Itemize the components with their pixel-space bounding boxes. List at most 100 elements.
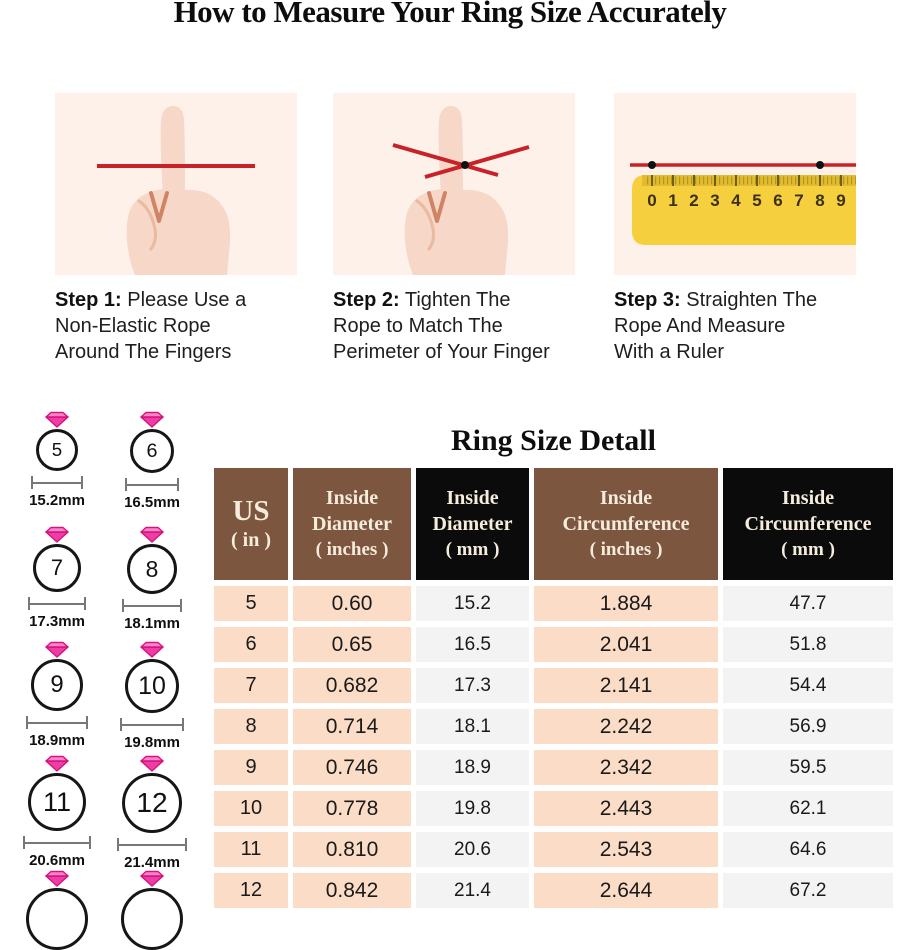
diamond-icon <box>45 870 69 887</box>
table-cell: 17.3 <box>416 668 529 703</box>
ring-diameter-label: 16.5mm <box>124 494 180 511</box>
table-cell: 0.746 <box>293 750 411 785</box>
diameter-bracket <box>28 597 86 610</box>
hand-with-rope-illustration <box>55 93 297 275</box>
ring-diameter-label: 19.8mm <box>124 734 180 751</box>
header-line: US <box>232 495 270 527</box>
hand-with-crossed-rope-illustration <box>333 93 575 275</box>
header-line: Inside <box>446 487 499 509</box>
header-line: ( mm ) <box>445 539 500 560</box>
ring-unit-11: 11 20.6mm <box>12 755 102 869</box>
table-cell: 16.5 <box>416 627 529 662</box>
table-cell: 5 <box>214 586 288 621</box>
table-cell: 19.8 <box>416 791 529 826</box>
crossed-rope-lines <box>392 143 530 179</box>
diameter-bracket <box>31 476 83 489</box>
column-header-circumference-mm: Inside Circumference ( mm ) <box>723 468 893 580</box>
ring-unit-5: 5 15.2mm <box>12 411 102 509</box>
ring-circle: 6 <box>130 429 174 473</box>
table-cell: 0.60 <box>293 586 411 621</box>
caption-text: Around The Fingers <box>55 341 232 363</box>
step3-caption: Step 3: Straighten The Rope And Measure … <box>614 287 882 365</box>
ring-circle <box>121 888 183 950</box>
table-cell: 54.4 <box>723 668 893 703</box>
diamond-icon <box>45 411 69 428</box>
caption-text: Tighten The <box>399 289 511 311</box>
header-line: Diameter <box>312 513 392 535</box>
rope-knot-dot <box>461 161 469 169</box>
table-cell: 0.842 <box>293 873 411 908</box>
svg-text:7: 7 <box>794 191 803 210</box>
ring-size-number: 12 <box>136 787 168 818</box>
measure-end-dot <box>816 161 824 169</box>
ring-diameter-label: 18.9mm <box>29 732 85 749</box>
table-cell: 0.65 <box>293 627 411 662</box>
table-cell: 0.682 <box>293 668 411 703</box>
diameter-bracket <box>125 478 179 491</box>
svg-text:5: 5 <box>752 191 761 210</box>
ring-size-table: US ( in ) Inside Diameter ( inches ) Ins… <box>214 468 893 908</box>
table-cell: 2.242 <box>534 709 718 744</box>
ring-circle: 7 <box>33 544 81 592</box>
caption-text: Rope And Measure <box>614 315 786 337</box>
diameter-bracket <box>117 838 187 851</box>
table-cell: 8 <box>214 709 288 744</box>
step2-caption: Step 2: Tighten The Rope to Match The Pe… <box>333 287 601 365</box>
diamond-icon <box>45 526 69 543</box>
diamond-icon <box>140 526 164 543</box>
table-cell: 2.041 <box>534 627 718 662</box>
table-cell: 10 <box>214 791 288 826</box>
diameter-bracket <box>122 599 182 612</box>
column-header-diameter-mm: Inside Diameter ( mm ) <box>416 468 529 580</box>
header-line: ( inches ) <box>589 539 663 560</box>
ring-diameter-label: 20.6mm <box>29 852 85 869</box>
ring-circle <box>26 888 88 950</box>
ruler-illustration: 0 1 2 3 4 5 6 7 8 9 <box>614 93 856 275</box>
step3-label: Step 3: <box>614 289 681 311</box>
hand-icon <box>126 106 231 275</box>
table-cell: 12 <box>214 873 288 908</box>
svg-text:3: 3 <box>710 191 719 210</box>
diameter-bracket <box>23 836 91 849</box>
ring-size-number: 6 <box>146 439 158 462</box>
svg-text:6: 6 <box>773 191 782 210</box>
caption-text: Perimeter of Your Finger <box>333 341 550 363</box>
table-cell: 2.443 <box>534 791 718 826</box>
ring-diameter-label: 17.3mm <box>29 613 85 630</box>
table-cell: 0.810 <box>293 832 411 867</box>
column-header-diameter-inches: Inside Diameter ( inches ) <box>293 468 411 580</box>
svg-text:2: 2 <box>689 191 698 210</box>
svg-text:8: 8 <box>815 191 824 210</box>
ruler-tick-band <box>642 175 856 186</box>
diamond-icon <box>45 755 69 772</box>
ring-circle: 11 <box>28 773 86 831</box>
table-cell: 7 <box>214 668 288 703</box>
table-cell: 47.7 <box>723 586 893 621</box>
ring-diameter-label: 18.1mm <box>124 615 180 632</box>
ring-circle: 5 <box>36 429 78 471</box>
svg-text:9: 9 <box>836 191 845 210</box>
ring-unit-6: 6 16.5mm <box>107 411 197 511</box>
ring-size-number: 11 <box>42 786 72 817</box>
table-cell: 2.543 <box>534 832 718 867</box>
header-line: Inside <box>325 487 379 509</box>
ruler-graphic: 0 1 2 3 4 5 6 7 8 9 <box>632 175 856 245</box>
table-cell: 6 <box>214 627 288 662</box>
ring-unit-9: 9 18.9mm <box>12 641 102 749</box>
table-cell: 64.6 <box>723 832 893 867</box>
table-cell: 18.1 <box>416 709 529 744</box>
ring-unit-partial <box>12 870 102 950</box>
diamond-icon <box>140 641 164 658</box>
ring-unit-partial <box>107 870 197 950</box>
step3-illustration-panel: 0 1 2 3 4 5 6 7 8 9 <box>614 93 856 275</box>
caption-text: Non-Elastic Rope <box>55 315 211 337</box>
table-cell: 0.714 <box>293 709 411 744</box>
ring-size-number: 8 <box>145 555 159 582</box>
step2-illustration-panel <box>333 93 575 275</box>
diamond-icon <box>140 411 164 428</box>
header-line: Circumference <box>562 513 690 535</box>
table-cell: 59.5 <box>723 750 893 785</box>
step1-illustration-panel <box>55 93 297 275</box>
table-cell: 11 <box>214 832 288 867</box>
svg-text:1: 1 <box>668 191 677 210</box>
